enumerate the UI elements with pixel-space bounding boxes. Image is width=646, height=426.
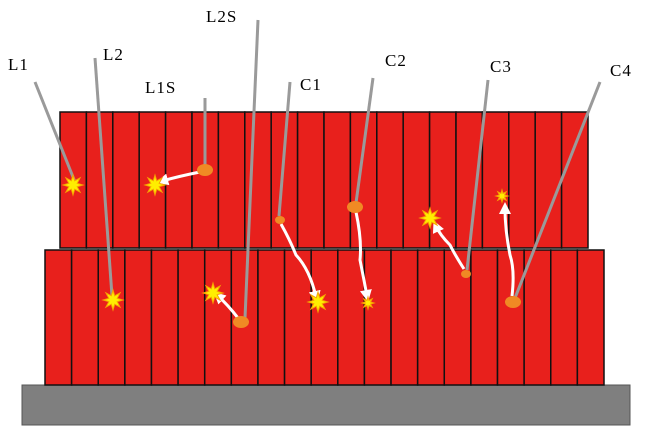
column [311, 250, 338, 385]
spark [308, 292, 328, 312]
label: L2 [103, 45, 124, 64]
column [364, 250, 391, 385]
column [45, 250, 72, 385]
column [258, 250, 285, 385]
label: C1 [300, 75, 322, 94]
dot [347, 201, 363, 213]
upper-layer [60, 112, 588, 248]
spark [496, 190, 508, 202]
spark [203, 283, 223, 303]
column [205, 250, 232, 385]
column [391, 250, 418, 385]
column [535, 112, 561, 248]
label: L1 [8, 55, 29, 74]
dot [233, 316, 249, 328]
column [498, 250, 525, 385]
column [418, 250, 445, 385]
column [324, 112, 350, 248]
label: L2S [206, 7, 237, 26]
spark [362, 297, 374, 309]
column [113, 112, 139, 248]
column [471, 250, 498, 385]
column [562, 112, 588, 248]
spark [145, 175, 165, 195]
column [524, 250, 551, 385]
column [178, 250, 205, 385]
column [509, 112, 535, 248]
spark [420, 208, 440, 228]
column [350, 112, 376, 248]
column [125, 250, 152, 385]
column [72, 250, 99, 385]
lower-layer [45, 250, 604, 385]
column [430, 112, 456, 248]
substrate [22, 385, 630, 425]
label: L1S [145, 78, 176, 97]
column [403, 112, 429, 248]
column [577, 250, 604, 385]
spark [103, 290, 123, 310]
column [151, 250, 178, 385]
label: C2 [385, 51, 407, 70]
dot [197, 164, 213, 176]
spark [63, 175, 83, 195]
dot [275, 216, 285, 224]
dot [461, 270, 471, 278]
column [218, 112, 244, 248]
label: C3 [490, 57, 512, 76]
column [338, 250, 365, 385]
label: C4 [610, 61, 632, 80]
diagram: L1 L2 L2S L1S C1 C2 C3 C4 [0, 0, 646, 426]
column [377, 112, 403, 248]
column [551, 250, 578, 385]
column [298, 112, 324, 248]
dot [505, 296, 521, 308]
